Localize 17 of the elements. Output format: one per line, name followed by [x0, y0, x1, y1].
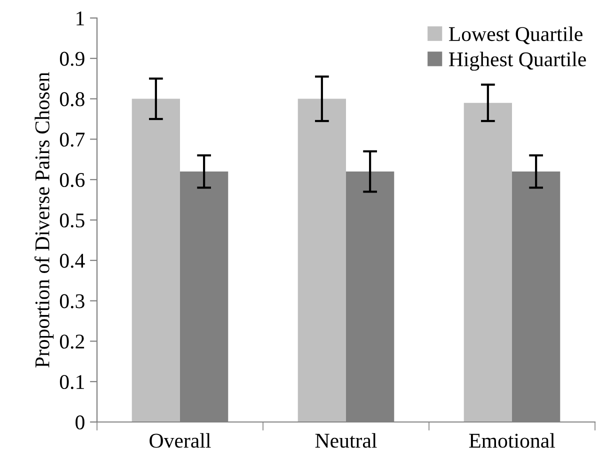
y-tick-label: 0.4 [60, 254, 85, 268]
x-tick-label: Neutral [315, 433, 377, 448]
y-tick-label: 0 [76, 415, 84, 430]
y-tick-label: 0.3 [60, 294, 84, 308]
y-tick-label: 0.5 [60, 213, 84, 228]
y-tick-label: 0.7 [60, 132, 85, 147]
y-tick-label: 0.1 [60, 374, 84, 390]
x-tick-label: Emotional [469, 433, 555, 448]
legend-label: Lowest Quartile [448, 26, 582, 44]
y-tick-label: 0.9 [60, 52, 84, 66]
y-tick-label: 0.8 [60, 92, 84, 106]
y-tick-label: 1 [76, 11, 84, 26]
y-tick-label: 0.2 [60, 334, 84, 349]
y-axis-title: Proportion of Diverse Pairs Chosen [34, 72, 54, 368]
y-tick-label: 0.6 [60, 172, 85, 188]
x-tick-label: Overall [150, 433, 211, 448]
legend-label: Highest Quartile [448, 52, 586, 71]
